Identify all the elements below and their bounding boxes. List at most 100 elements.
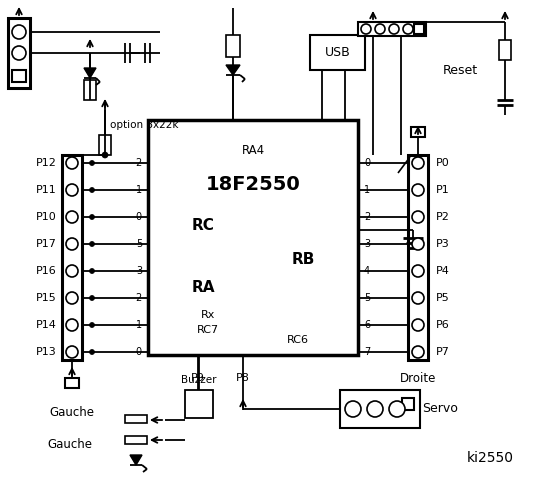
Circle shape <box>412 157 424 169</box>
Bar <box>408 155 428 360</box>
Circle shape <box>66 157 78 169</box>
Circle shape <box>90 323 95 327</box>
Circle shape <box>412 184 424 196</box>
Circle shape <box>403 24 413 34</box>
Bar <box>148 120 358 355</box>
Text: 3: 3 <box>364 239 370 249</box>
Circle shape <box>375 24 385 34</box>
Bar <box>125 436 147 444</box>
Text: P13: P13 <box>36 347 57 357</box>
Bar <box>62 155 82 360</box>
Text: 5: 5 <box>135 239 142 249</box>
Text: RC7: RC7 <box>197 325 219 335</box>
Polygon shape <box>226 65 240 75</box>
Bar <box>499 40 511 60</box>
Circle shape <box>90 349 95 355</box>
Text: RC: RC <box>191 217 215 232</box>
Text: 0: 0 <box>136 212 142 222</box>
Circle shape <box>90 241 95 247</box>
Text: Buzzer: Buzzer <box>181 375 217 385</box>
Text: P9: P9 <box>191 373 205 383</box>
Text: P5: P5 <box>436 293 450 303</box>
Text: 0: 0 <box>364 158 370 168</box>
Text: 6: 6 <box>364 320 370 330</box>
Circle shape <box>90 296 95 300</box>
Bar <box>358 22 426 36</box>
Text: RA4: RA4 <box>242 144 264 156</box>
Text: Servo: Servo <box>422 403 458 416</box>
Circle shape <box>66 319 78 331</box>
Bar <box>8 18 30 88</box>
Bar <box>185 390 213 418</box>
Bar <box>226 35 240 57</box>
Text: P8: P8 <box>236 373 250 383</box>
Text: Gauche: Gauche <box>48 439 92 452</box>
Circle shape <box>66 346 78 358</box>
Bar <box>84 80 96 100</box>
Circle shape <box>367 401 383 417</box>
Circle shape <box>66 211 78 223</box>
Text: P16: P16 <box>36 266 57 276</box>
Bar <box>402 398 414 410</box>
Circle shape <box>345 401 361 417</box>
Bar <box>12 70 26 82</box>
Text: P7: P7 <box>436 347 450 357</box>
Polygon shape <box>84 68 96 78</box>
Circle shape <box>66 184 78 196</box>
Bar <box>99 135 111 155</box>
Text: 5: 5 <box>364 293 371 303</box>
Circle shape <box>66 265 78 277</box>
Text: Droite: Droite <box>400 372 436 384</box>
Bar <box>340 390 420 428</box>
Circle shape <box>412 238 424 250</box>
Text: 0: 0 <box>136 347 142 357</box>
Text: P0: P0 <box>436 158 450 168</box>
Text: P14: P14 <box>36 320 57 330</box>
Text: 1: 1 <box>136 185 142 195</box>
Text: 2: 2 <box>135 293 142 303</box>
Text: P6: P6 <box>436 320 450 330</box>
Polygon shape <box>130 455 142 465</box>
Text: P12: P12 <box>36 158 57 168</box>
Text: P1: P1 <box>436 185 450 195</box>
Bar <box>65 378 79 388</box>
Circle shape <box>412 211 424 223</box>
Text: P2: P2 <box>436 212 450 222</box>
Text: P11: P11 <box>36 185 57 195</box>
Text: 2: 2 <box>364 212 371 222</box>
Text: USB: USB <box>325 46 351 59</box>
Text: 4: 4 <box>364 266 370 276</box>
Text: Reset: Reset <box>442 63 478 76</box>
Bar <box>310 35 365 70</box>
Text: Gauche: Gauche <box>50 406 95 419</box>
Circle shape <box>412 265 424 277</box>
Circle shape <box>361 24 371 34</box>
Text: P10: P10 <box>36 212 57 222</box>
Text: RA: RA <box>191 280 215 296</box>
Bar <box>414 24 424 34</box>
Circle shape <box>90 188 95 192</box>
Circle shape <box>12 46 26 60</box>
Circle shape <box>12 25 26 39</box>
Text: RC6: RC6 <box>287 335 309 345</box>
Circle shape <box>102 152 108 158</box>
Text: Rx: Rx <box>201 310 215 320</box>
Text: 7: 7 <box>364 347 371 357</box>
Text: P4: P4 <box>436 266 450 276</box>
Text: option 8x22k: option 8x22k <box>110 120 179 130</box>
Text: RB: RB <box>291 252 315 267</box>
Text: P3: P3 <box>436 239 450 249</box>
Circle shape <box>412 319 424 331</box>
Circle shape <box>66 292 78 304</box>
Bar <box>125 415 147 423</box>
Text: P17: P17 <box>36 239 57 249</box>
Circle shape <box>412 346 424 358</box>
Circle shape <box>389 24 399 34</box>
Text: 1: 1 <box>136 320 142 330</box>
Text: 3: 3 <box>136 266 142 276</box>
Text: 1: 1 <box>364 185 370 195</box>
Text: 18F2550: 18F2550 <box>206 176 300 194</box>
Text: 2: 2 <box>135 158 142 168</box>
Circle shape <box>66 238 78 250</box>
Circle shape <box>90 215 95 219</box>
